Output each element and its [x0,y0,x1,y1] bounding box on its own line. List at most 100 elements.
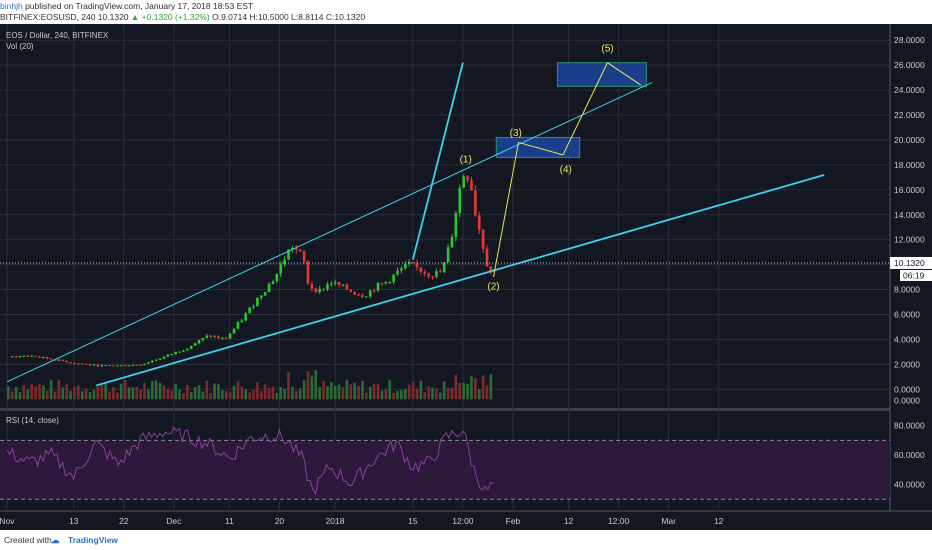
author-link[interactable]: binhjh [0,1,23,11]
volume-bar [236,381,240,400]
candle-body [96,364,100,367]
price-tick-label: 22.0000 [894,110,925,120]
volume-bar [333,385,337,400]
volume-axis-label: 0.0000 [894,395,920,405]
candle-body [446,247,450,263]
volume-bar [466,383,469,400]
candle-body [259,295,263,298]
volume-bar [10,391,14,400]
volume-bar [248,392,251,400]
volume-bar [372,384,376,400]
price-tick-label: 6.0000 [894,309,920,319]
candle-body [310,283,314,289]
rsi-tick-label: 60.0000 [894,450,925,460]
candle-body [42,356,45,358]
candle-body [158,358,162,360]
volume-bar [322,380,325,400]
volume-bar [147,389,150,400]
time-tick-label: Feb [506,516,521,526]
candle-body [407,262,411,264]
candle-body [147,362,150,364]
chart-canvas[interactable]: 0.00002.00004.00006.00008.000010.000012.… [0,24,932,530]
candle-body [166,354,170,357]
candle-body [143,363,146,365]
candle-body [240,320,244,323]
wave-projection-line [607,62,642,86]
candle-body [431,276,434,278]
candle-body [341,284,345,286]
volume-bar [423,392,427,400]
rsi-tick-label: 40.0000 [894,480,925,490]
volume-bar [485,385,489,400]
volume-bar [279,386,283,400]
candle-body [201,337,205,341]
trendline [6,82,653,383]
volume-bar [30,384,33,400]
candle-body [18,356,22,358]
volume-bar [450,387,454,400]
volume-bar [112,386,115,400]
tradingview-logo-text[interactable]: TradingView [68,535,118,545]
rsi-title: RSI (14, close) [6,416,59,425]
volume-bar [314,369,318,400]
volume-bar [442,381,446,400]
volume-bar [345,379,349,400]
candle-body [228,333,232,339]
volume-bar [104,382,107,400]
candle-body [392,274,395,282]
volume-bar [396,390,399,400]
candle-body [298,249,302,252]
volume-bar [489,374,493,400]
candle-body [189,345,193,349]
candle-body [263,291,267,296]
volume-bar [131,387,135,400]
tradingview-cloud-icon: ☁ [51,535,60,545]
volume-bar [477,389,481,400]
candle-body [376,283,380,291]
published-text: published on TradingView.com, January 17… [25,1,254,11]
candle-body [423,271,427,274]
candle-body [112,365,115,367]
candle-body [403,263,407,269]
volume-bar [341,387,345,400]
volume-bar [481,375,485,400]
volume-bar [376,383,380,400]
candle-body [384,282,388,284]
candle-body [322,288,325,290]
volume-bar [474,377,477,400]
candle-body [154,359,158,361]
candle-body [326,284,329,290]
time-tick-label: Mar [661,516,676,526]
last-price-label: 10.1320 [894,258,925,268]
volume-bar [384,388,388,400]
candle-body [65,360,68,363]
candle-body [333,281,337,284]
trendline [412,62,464,260]
volume-bar [330,382,333,400]
volume-bar [205,380,209,400]
price-tick-label: 26.0000 [894,60,925,70]
symbol-quote-line: BITFINEX:EOSUSD, 240 10.1320 ▲ +0.1320 (… [0,12,932,23]
candle-body [248,307,251,314]
volume-bar [232,385,236,400]
volume-bar [240,386,244,400]
candle-body [481,229,485,249]
candle-body [236,322,240,329]
countdown-tag [900,269,932,281]
volume-bar [108,391,111,400]
candle-body [205,335,209,338]
volume-bar [158,382,162,400]
time-tick-label: 13 [69,516,79,526]
candle-body [14,356,18,358]
candle-body [77,363,80,365]
volume-bar [154,380,158,400]
volume-bar [256,382,259,400]
candle-body [454,213,458,237]
candle-body [400,268,403,271]
volume-bar [217,384,220,400]
price-tick-label: 18.0000 [894,160,925,170]
volume-bar [431,387,434,400]
price-tick-label: 2.0000 [894,359,920,369]
last-price-text: 10.1320 [97,12,129,22]
